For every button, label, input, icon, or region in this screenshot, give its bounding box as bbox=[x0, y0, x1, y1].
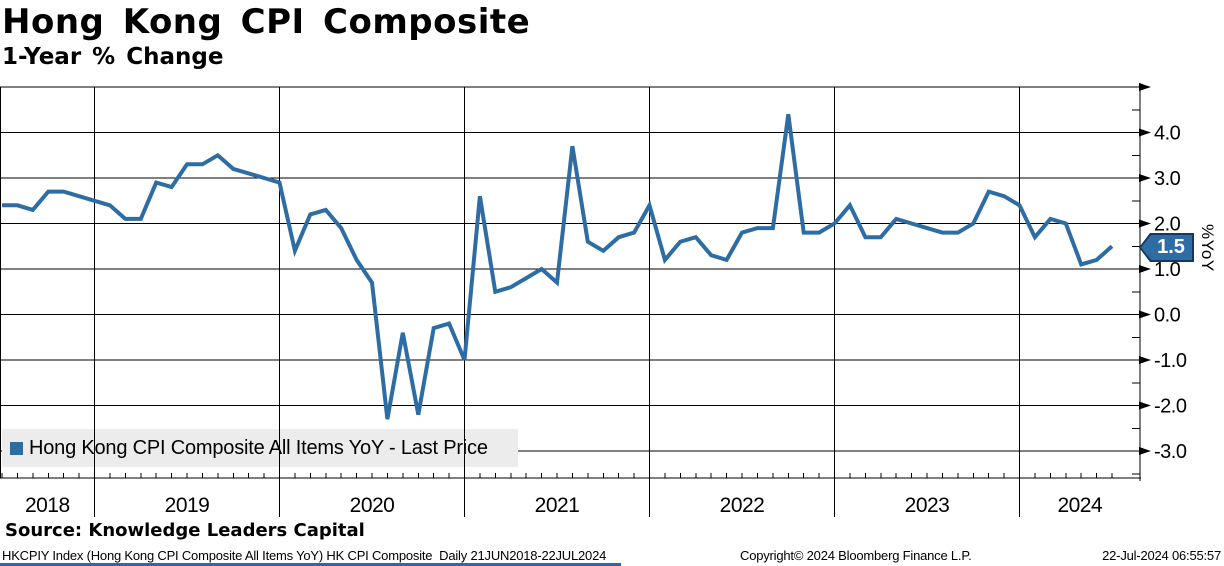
y-tick-label: 1.0 bbox=[1154, 259, 1181, 281]
y-tick-label: -3.0 bbox=[1154, 441, 1187, 463]
y-tick-arrow bbox=[1139, 401, 1151, 410]
y-tick-arrow bbox=[1139, 219, 1151, 228]
y-tick-label: 3.0 bbox=[1154, 168, 1181, 190]
legend: Hong Kong CPI Composite All Items YoY - … bbox=[2, 429, 518, 467]
y-tick-label: 4.0 bbox=[1154, 123, 1181, 145]
footer-copyright: Copyright© 2024 Bloomberg Finance L.P. bbox=[740, 548, 972, 563]
y-tick-arrow bbox=[1139, 265, 1151, 273]
legend-label: Hong Kong CPI Composite All Items YoY - … bbox=[29, 436, 488, 459]
year-label: 2023 bbox=[905, 494, 950, 517]
y-tick-arrow bbox=[1139, 447, 1151, 455]
year-label: 2018 bbox=[25, 494, 70, 517]
year-label: 2022 bbox=[720, 494, 765, 517]
y-axis-title: %YoY bbox=[1198, 224, 1217, 272]
last-price-badge: 1.5 bbox=[1139, 233, 1194, 262]
year-label: 2020 bbox=[350, 494, 395, 517]
source-line: Source: Knowledge Leaders Capital bbox=[5, 520, 365, 541]
footer-timestamp: 22-Jul-2024 06:55:57 bbox=[1102, 548, 1221, 563]
year-label: 2021 bbox=[535, 494, 580, 517]
y-tick-label: 2.0 bbox=[1154, 214, 1181, 236]
page-title: Hong Kong CPI Composite bbox=[2, 2, 531, 42]
last-price-value: 1.5 bbox=[1141, 235, 1192, 260]
footer-index-detail: HKCPIY Index (Hong Kong CPI Composite Al… bbox=[2, 548, 607, 563]
y-tick-arrow bbox=[1139, 174, 1151, 182]
y-tick-label: -2.0 bbox=[1154, 396, 1187, 418]
legend-swatch-icon bbox=[10, 441, 23, 455]
year-label: 2019 bbox=[165, 494, 210, 517]
y-tick-label: 0.0 bbox=[1154, 305, 1181, 327]
y-tick-arrow bbox=[1139, 83, 1151, 91]
legend-box bbox=[2, 429, 518, 467]
data-line bbox=[2, 114, 1114, 420]
year-label: 2024 bbox=[1057, 494, 1103, 517]
y-tick-arrow bbox=[1139, 356, 1151, 364]
page-subtitle: 1-Year % Change bbox=[2, 44, 224, 70]
y-tick-label: -1.0 bbox=[1154, 350, 1187, 372]
y-tick-arrow bbox=[1139, 128, 1151, 137]
bottom-highlight-strip bbox=[0, 563, 621, 566]
y-tick-arrow bbox=[1139, 310, 1151, 319]
